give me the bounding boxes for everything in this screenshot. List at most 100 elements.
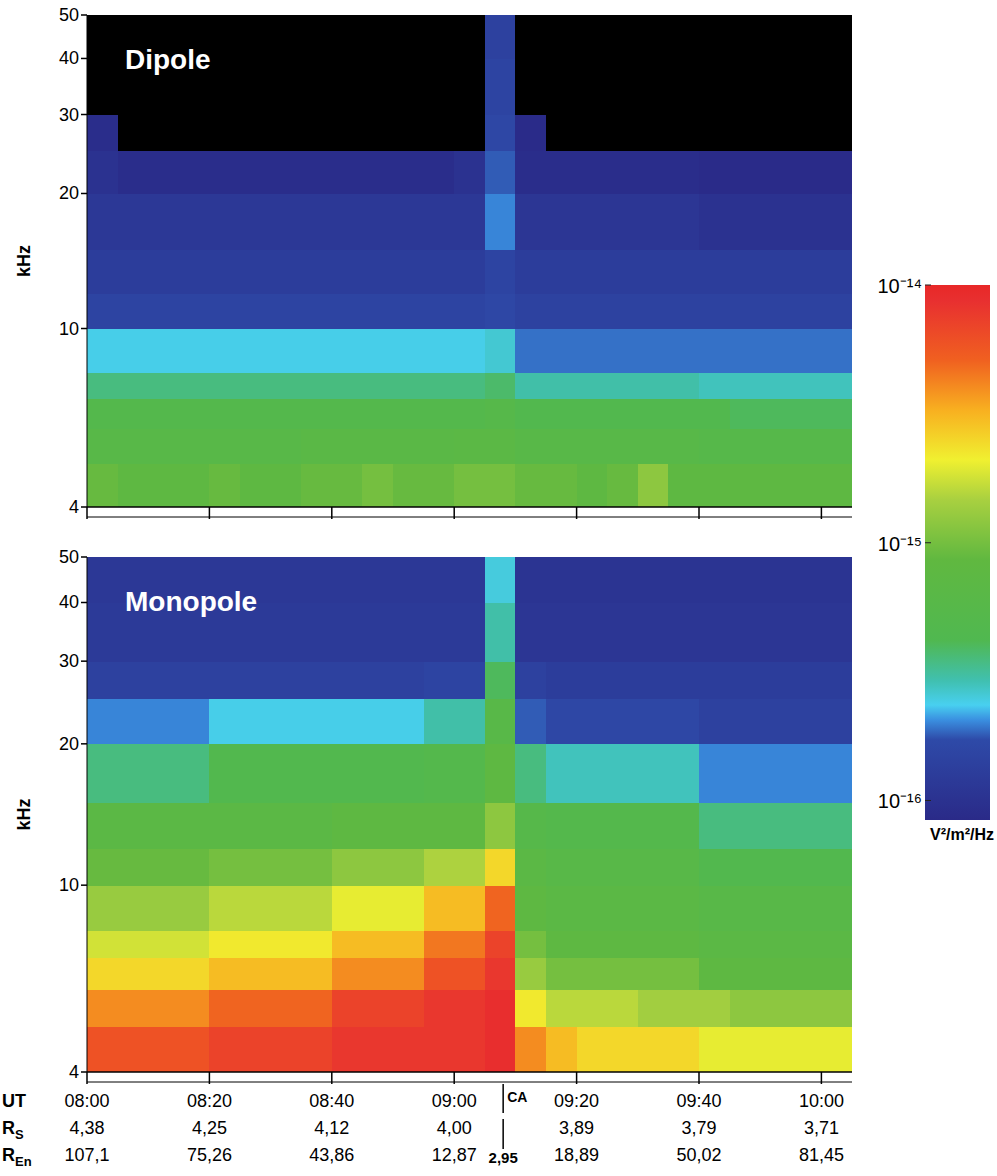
cell [118, 931, 149, 959]
cell [87, 250, 118, 294]
cell [87, 398, 118, 429]
cell [515, 250, 546, 294]
cell [760, 958, 791, 990]
cell [730, 398, 761, 429]
cell [179, 1027, 210, 1072]
cell [454, 744, 485, 803]
cell [515, 744, 546, 803]
y-tick [81, 1071, 87, 1073]
cell [271, 293, 302, 329]
cell [607, 958, 638, 990]
cell [424, 931, 455, 959]
cell [485, 250, 516, 294]
cell [546, 802, 577, 848]
cell [821, 115, 852, 151]
cell [332, 398, 363, 429]
cell [515, 150, 546, 194]
cell [821, 698, 852, 744]
cell [393, 58, 424, 115]
cell [87, 1027, 118, 1072]
y-tick [81, 193, 87, 195]
cell [638, 848, 669, 886]
cell [485, 557, 516, 603]
cell [240, 293, 271, 329]
y-tick [81, 14, 87, 16]
cell [424, 1027, 455, 1072]
cell [821, 958, 852, 990]
cell [454, 372, 485, 399]
annotation-label: CA [507, 1089, 527, 1105]
cell [240, 15, 271, 59]
cell [730, 15, 761, 59]
cell [791, 58, 822, 115]
cell [607, 398, 638, 429]
x-tick [821, 507, 823, 519]
cell [607, 744, 638, 803]
row-value: 81,45 [799, 1145, 844, 1165]
cell [821, 661, 852, 699]
cell [638, 115, 669, 151]
annotation-line [502, 1119, 504, 1149]
cell [240, 464, 271, 507]
cell [118, 115, 149, 151]
cell [485, 193, 516, 250]
cell [332, 698, 363, 744]
cell [179, 250, 210, 294]
cell [362, 602, 393, 661]
cell [148, 958, 179, 990]
cell [546, 848, 577, 886]
cell [393, 150, 424, 194]
cell [209, 58, 240, 115]
cell [454, 931, 485, 959]
cell [760, 15, 791, 59]
cell [638, 193, 669, 250]
cell [638, 464, 669, 507]
cell [699, 744, 730, 803]
cell [485, 428, 516, 464]
y-tick-label: 10 [59, 319, 79, 339]
cell [485, 958, 516, 990]
cell [148, 428, 179, 464]
cell [638, 931, 669, 959]
row-value: 4,12 [314, 1118, 349, 1138]
cell [760, 931, 791, 959]
x-tick [821, 1072, 823, 1084]
cell [485, 661, 516, 699]
cell [515, 1027, 546, 1072]
cell [148, 464, 179, 507]
cell [515, 329, 546, 373]
row-label-subscript: S [15, 1127, 24, 1142]
cell [668, 602, 699, 661]
cell [424, 329, 455, 373]
cell [760, 802, 791, 848]
heatmap-cells [87, 15, 852, 507]
cell [485, 848, 516, 886]
cell [607, 848, 638, 886]
cell [301, 931, 332, 959]
cell [362, 15, 393, 59]
cell [791, 464, 822, 507]
cell [179, 848, 210, 886]
cell [118, 293, 149, 329]
cell [240, 115, 271, 151]
cell [332, 58, 363, 115]
row-value: 4,00 [437, 1118, 472, 1138]
cell [668, 958, 699, 990]
cell [668, 698, 699, 744]
cell [699, 329, 730, 373]
cell [179, 329, 210, 373]
y-tick-label: 30 [59, 105, 79, 125]
cell [209, 958, 240, 990]
cell [271, 1027, 302, 1072]
cell [271, 193, 302, 250]
cell [760, 602, 791, 661]
cell [271, 557, 302, 603]
cell [424, 15, 455, 59]
cell [209, 250, 240, 294]
cell [454, 1027, 485, 1072]
cell [362, 744, 393, 803]
colorbar-tick-label: 10⁻¹⁵ [878, 533, 922, 555]
cell [760, 372, 791, 399]
y-axis-title: kHz [14, 798, 34, 830]
cell [362, 848, 393, 886]
